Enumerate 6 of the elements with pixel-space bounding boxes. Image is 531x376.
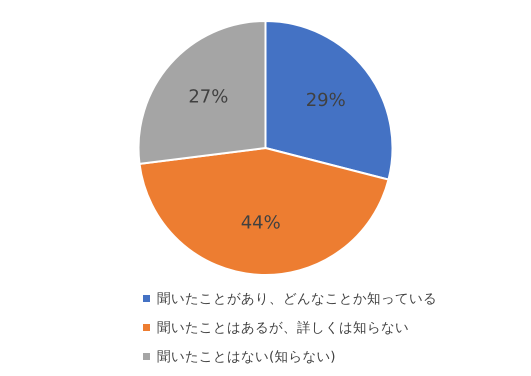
- legend-label: 聞いたことはあるが、詳しくは知らない: [157, 318, 409, 336]
- data-label: 27%: [188, 86, 228, 108]
- legend-label: 聞いたことがあり、どんなことか知っている: [157, 290, 437, 308]
- data-label: 29%: [306, 90, 346, 111]
- legend-label: 聞いたことはない(知らない): [157, 348, 336, 366]
- data-label: 44%: [240, 212, 281, 234]
